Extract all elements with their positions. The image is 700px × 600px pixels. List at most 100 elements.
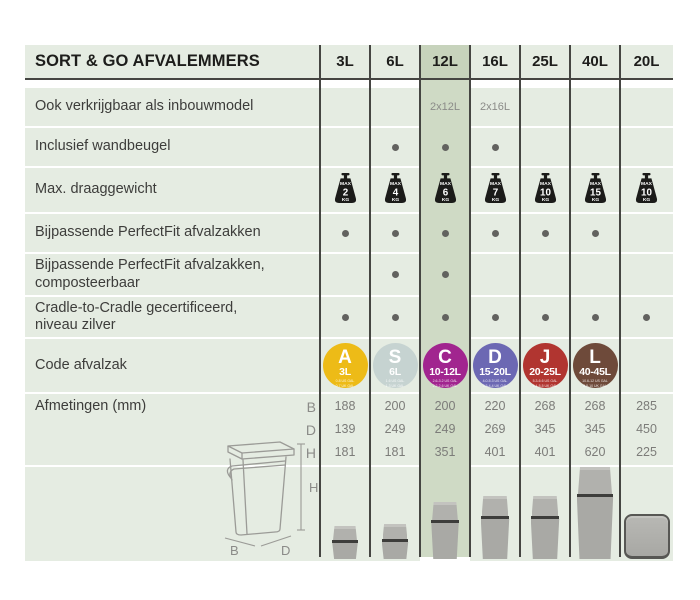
presence-dot (541, 229, 549, 237)
table-row-bin-silhouettes (25, 467, 673, 561)
bag-code-badge: L 40-45L 10.6-12 US GAL 8.8-10 UK GAL (572, 343, 618, 388)
bag-code-letter: L (589, 347, 601, 368)
weight-max-label: MAX (340, 181, 352, 187)
cell-wandbeugel-6l (370, 128, 420, 166)
dimension-value-d: 450 (636, 422, 657, 436)
cell-afmetingen-40l: 268 345 620 (570, 394, 620, 465)
dimension-value-b: 200 (434, 399, 456, 413)
cell-perfectfit-20l (620, 214, 673, 252)
dimension-letter-d: D (305, 422, 316, 438)
cell-bin-3l (320, 467, 370, 561)
bin-part (480, 519, 510, 559)
builtin-variant-note: 2x12L (430, 101, 460, 113)
highlighted-column-header-band (420, 45, 470, 80)
cell-wandbeugel-16l (470, 128, 520, 166)
weight-max-label: MAX (590, 181, 602, 187)
row-label-draaggewicht: Max. draaggewicht (25, 168, 320, 212)
bin-part (577, 467, 612, 494)
bag-code-badge: C 10-12L 2.6-3.2 US GAL 2.2-2.6 UK GAL (422, 343, 468, 388)
bin-silhouette (480, 496, 510, 559)
dimension-values: 268 345 401 (535, 394, 556, 464)
bin-part (332, 543, 358, 559)
cell-afmetingen-6l: 200 249 181 (370, 394, 420, 465)
bin-part (381, 539, 409, 542)
dimension-value-d: 249 (384, 422, 406, 436)
row-label-perfectfit-composteerbaar: Bijpassende PerfectFit afvalzakken, comp… (25, 254, 320, 295)
bin-silhouette (332, 526, 358, 559)
cell-afmetingen-16l: 220 269 401 (470, 394, 520, 465)
presence-dot (491, 313, 499, 321)
dimension-letter-b: B (306, 399, 316, 415)
table-row-wandbeugel: Inclusief wandbeugel (25, 128, 673, 166)
bin-part (530, 516, 560, 519)
weight-max-label: MAX (390, 181, 402, 187)
cell-bin-6l (370, 467, 420, 561)
cell-perfectfit-25l (520, 214, 570, 252)
bag-code-letter: J (539, 347, 551, 368)
builtin-variant-note: 2x16L (480, 101, 510, 113)
cell-inbouwmodel-6l (370, 88, 420, 126)
bin-part (432, 502, 458, 520)
bin-part (480, 516, 510, 519)
bin-part (530, 519, 560, 559)
presence-dot (341, 313, 349, 321)
bag-code-badge: D 15-20L 4.0-5.3 US GAL 3.3-4.4 UK GAL (472, 343, 518, 388)
bin-part (431, 520, 459, 523)
presence-dot (391, 271, 399, 278)
bag-gallon-subtext: 2.6-3.2 US GAL 2.2-2.6 UK GAL (432, 379, 458, 388)
cell-code-afvalzak-6l: S 6L 1.6 US GAL 1.3 UK GAL (370, 339, 420, 392)
presence-dot (391, 143, 399, 151)
dimension-value-d: 269 (484, 422, 506, 436)
bag-size-range: 10-12L (429, 366, 461, 378)
dimension-values: 220 269 401 (485, 394, 506, 464)
cell-perfectfit-composteerbaar-3l (320, 254, 370, 295)
dimension-value-b: 200 (384, 399, 406, 413)
weight-value: 15 (590, 187, 601, 198)
dimension-value-h: 181 (384, 445, 406, 459)
bag-code-badge: A 3L 0.8 US GAL 0.7 UK GAL (322, 343, 368, 388)
cell-code-afvalzak-40l: L 40-45L 10.6-12 US GAL 8.8-10 UK GAL (570, 339, 620, 392)
weight-value: 10 (641, 187, 652, 198)
presence-dot (441, 313, 449, 321)
cell-afmetingen-12l: 200 249 351 (420, 394, 470, 465)
presence-dot (643, 313, 650, 321)
bag-code-badge: J 20-25L 5.3-6.6 US GAL 4.4-5.5 UK GAL (522, 343, 568, 388)
weight-value: 6 (442, 187, 448, 198)
cell-cradle-to-cradle-25l (520, 297, 570, 337)
dimension-values: 188 139 181 (335, 394, 356, 464)
bag-size-range: 40-45L (579, 366, 611, 378)
table-row-code-afvalzak: Code afvalzak A 3L 0.8 US GAL 0.7 UK GAL S 6L 1… (25, 339, 673, 392)
bin-part (333, 526, 357, 540)
table-row-perfectfit-composteerbaar: Bijpassende PerfectFit afvalzakken, comp… (25, 254, 673, 295)
highlighted-column-band (420, 45, 470, 557)
illustration-d-label: D (281, 543, 290, 557)
dimension-value-b: 268 (584, 399, 606, 413)
table-row-afmetingen: Afmetingen (mm) B D H 188 139 181 200 249 181 200 2… (25, 394, 673, 465)
cell-bin-20l (620, 467, 673, 561)
cell-bin-12l (420, 467, 470, 561)
presence-dot (441, 271, 449, 278)
table-row-perfectfit: Bijpassende PerfectFit afvalzakken (25, 214, 673, 252)
cell-perfectfit-3l (320, 214, 370, 252)
bag-code-letter: D (488, 347, 502, 368)
cell-draaggewicht-40l: MAX 15 KG (570, 168, 620, 212)
table-row-cradle-to-cradle: Cradle-to-Cradle gecertificeerd, niveau … (25, 297, 673, 337)
bin-silhouette (576, 467, 614, 559)
cell-inbouwmodel-16l: 2x16L (470, 88, 520, 126)
table-title: SORT & GO AFVALEMMERS (25, 45, 320, 80)
bag-size-range: 6L (389, 366, 401, 378)
weight-unit-label: KG (341, 197, 349, 203)
cell-perfectfit-12l (420, 214, 470, 252)
illustration-b-label: B (230, 543, 239, 557)
row-label-wandbeugel: Inclusief wandbeugel (25, 128, 320, 166)
presence-dot (441, 143, 449, 151)
bag-code-letter: A (338, 347, 352, 368)
cell-perfectfit-composteerbaar-12l (420, 254, 470, 295)
cell-bin-40l (570, 467, 620, 561)
